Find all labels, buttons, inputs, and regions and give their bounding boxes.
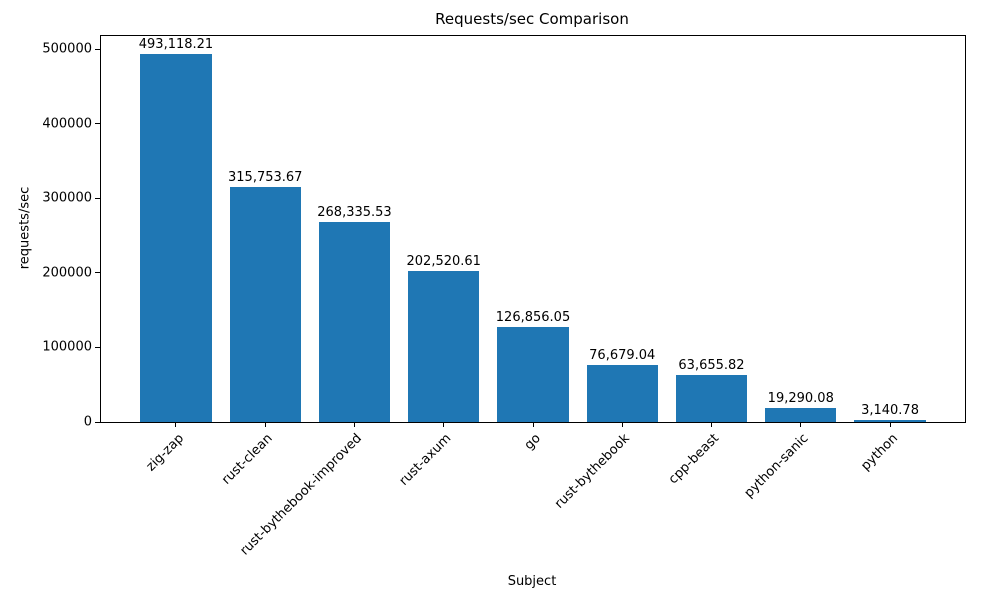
bar-value-label: 3,140.78 — [861, 402, 919, 418]
y-tick-mark — [95, 421, 100, 423]
x-tick-mark — [264, 422, 266, 427]
plot-area: 0 100000 200000 300000 400000 500000 493,118.2… — [42, 35, 966, 558]
bar — [586, 364, 658, 422]
bar-value-label: 202,520.61 — [406, 254, 481, 270]
x-tick-mark — [443, 422, 445, 427]
x-tick-mark — [175, 422, 177, 427]
x-tick-label: rust-bythebook — [552, 431, 633, 512]
x-tick-mark — [353, 422, 355, 427]
y-axis-label: requests/sec — [17, 186, 33, 270]
bar-value-label: 315,753.67 — [228, 169, 303, 185]
x-tick-label: python — [857, 431, 901, 474]
y-tick-mark — [95, 48, 100, 50]
x-tick-mark — [800, 422, 802, 427]
y-tick-label: 500000 — [42, 41, 92, 57]
bar — [497, 327, 569, 422]
bar — [318, 221, 391, 422]
x-axis-label: Subject — [507, 574, 557, 589]
x-tick-mark — [711, 422, 712, 427]
x-tick-label: go — [521, 431, 544, 454]
x-tick-label: rust-axum — [396, 431, 455, 489]
y-tick-label: 300000 — [42, 190, 92, 206]
bar-value-label: 19,290.08 — [767, 390, 834, 406]
bar-value-label: 76,679.04 — [589, 347, 656, 363]
y-tick-mark — [95, 197, 100, 199]
bar — [229, 186, 301, 422]
y-tick-label: 100000 — [42, 339, 92, 355]
x-tick-mark — [621, 422, 623, 427]
bar — [140, 54, 212, 422]
y-tick-mark — [95, 346, 100, 348]
y-tick-label: 200000 — [42, 265, 92, 281]
chart-title: Requests/sec Comparison — [435, 10, 629, 28]
bar-value-label: 268,335.53 — [317, 204, 392, 220]
bar — [854, 419, 926, 422]
bar-value-label: 126,856.05 — [495, 310, 571, 326]
bar-value-label: 493,118.21 — [138, 37, 214, 53]
x-tick-mark — [889, 422, 891, 427]
x-tick-label: zig-zap — [143, 431, 187, 475]
y-tick-label: 400000 — [42, 116, 92, 132]
x-tick-label: rust-clean — [219, 431, 276, 488]
y-tick-mark — [95, 123, 100, 125]
x-tick-label: cpp-beast — [665, 431, 723, 488]
y-tick-mark — [95, 272, 100, 274]
bar — [408, 271, 480, 422]
bar — [765, 407, 837, 422]
y-tick-label: 0 — [83, 414, 92, 430]
bar — [675, 374, 748, 422]
bar-value-label: 63,655.82 — [678, 357, 745, 373]
x-tick-mark — [532, 422, 534, 427]
x-tick-label: python-sanic — [741, 431, 812, 501]
